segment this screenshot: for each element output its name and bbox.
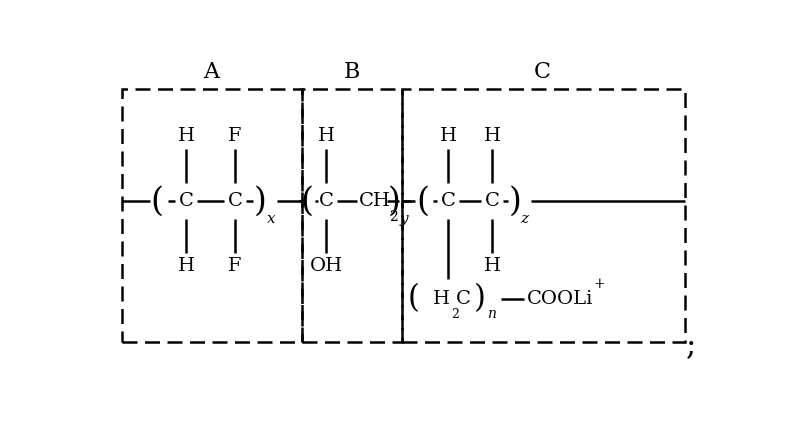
Text: ): ) bbox=[474, 283, 486, 314]
Text: F: F bbox=[228, 128, 242, 145]
Text: (: ( bbox=[407, 283, 419, 314]
Text: H: H bbox=[484, 128, 501, 145]
Text: COOLi: COOLi bbox=[528, 290, 593, 307]
Text: H: H bbox=[318, 128, 334, 145]
Text: (: ( bbox=[416, 185, 429, 217]
Text: OH: OH bbox=[310, 257, 343, 275]
Text: C: C bbox=[228, 192, 243, 210]
Text: n: n bbox=[487, 307, 496, 321]
Text: C: C bbox=[534, 61, 551, 83]
Text: C: C bbox=[440, 192, 455, 210]
Text: ): ) bbox=[509, 185, 521, 217]
Text: H: H bbox=[178, 128, 195, 145]
Text: H: H bbox=[433, 290, 451, 307]
Text: (: ( bbox=[301, 185, 313, 217]
Text: C: C bbox=[456, 290, 470, 307]
Text: ;: ; bbox=[686, 330, 696, 361]
Text: B: B bbox=[345, 61, 360, 83]
Text: y: y bbox=[400, 212, 408, 226]
Text: 2: 2 bbox=[451, 308, 459, 320]
Text: C: C bbox=[319, 192, 334, 210]
Text: H: H bbox=[440, 128, 456, 145]
Text: (: ( bbox=[151, 185, 163, 217]
Text: F: F bbox=[228, 257, 242, 275]
Text: H: H bbox=[178, 257, 195, 275]
Text: H: H bbox=[484, 257, 501, 275]
Text: ): ) bbox=[388, 185, 401, 217]
Text: ): ) bbox=[254, 185, 267, 217]
Text: 2: 2 bbox=[389, 210, 397, 224]
Text: z: z bbox=[520, 212, 528, 226]
Text: x: x bbox=[267, 212, 276, 226]
Text: C: C bbox=[485, 192, 500, 210]
Text: CH: CH bbox=[359, 192, 391, 210]
Text: C: C bbox=[179, 192, 194, 210]
Text: +: + bbox=[593, 277, 604, 291]
Text: A: A bbox=[203, 61, 219, 83]
